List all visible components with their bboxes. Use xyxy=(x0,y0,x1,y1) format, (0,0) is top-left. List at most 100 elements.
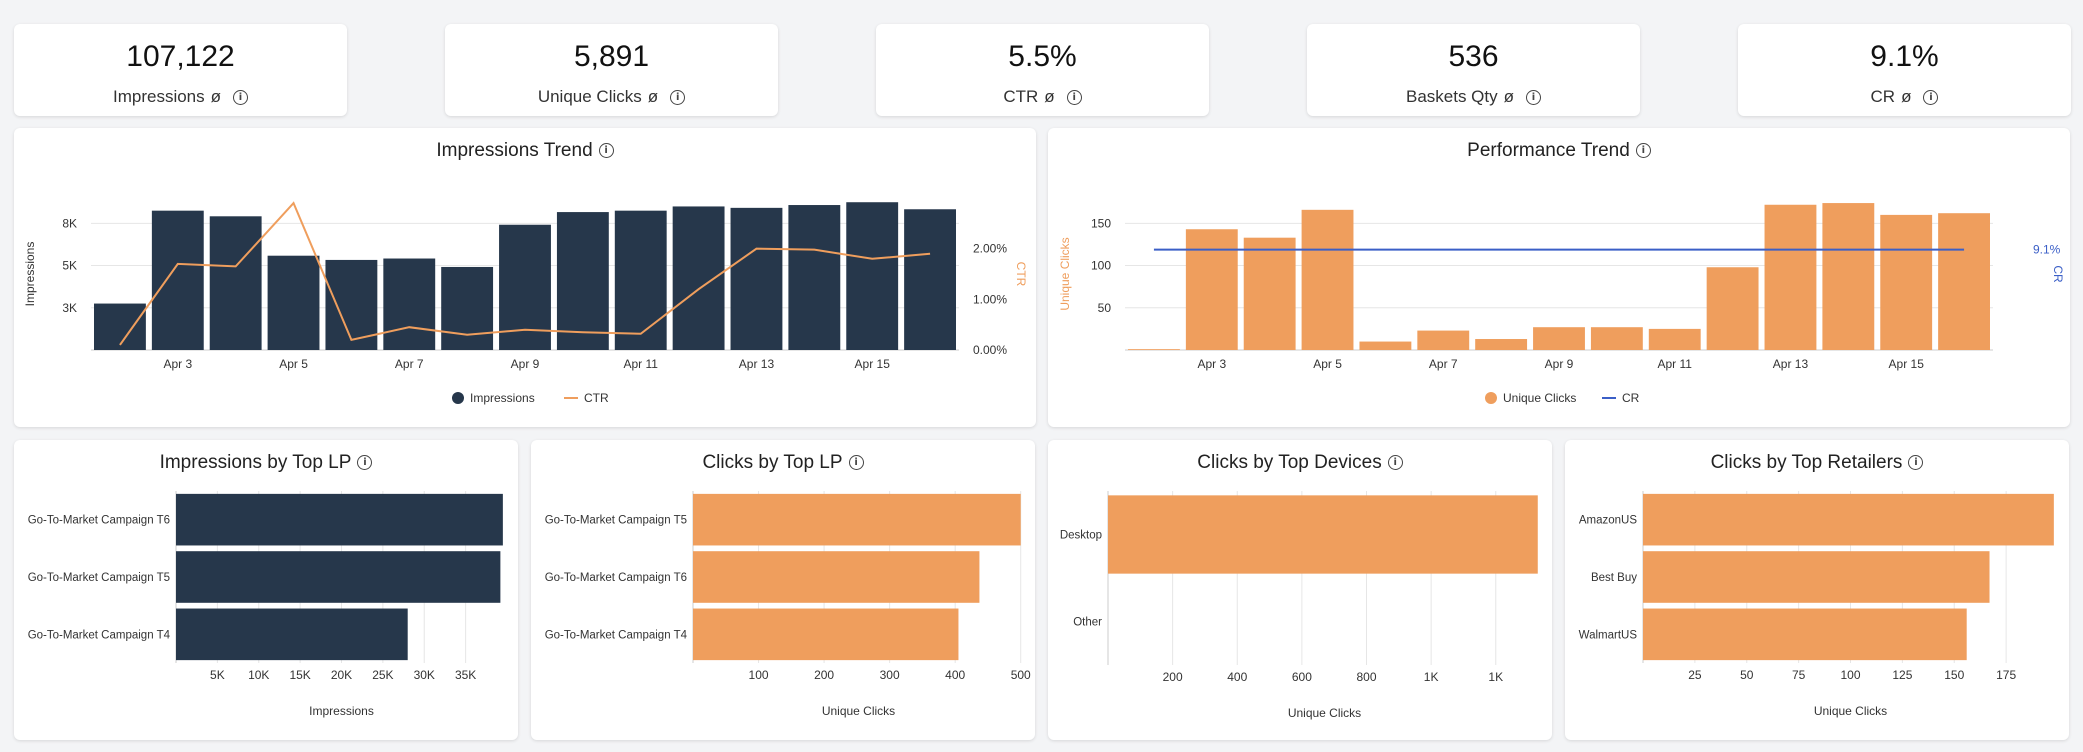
x-tick-label: Apr 15 xyxy=(855,357,891,371)
info-icon[interactable]: i xyxy=(1923,90,1939,106)
x-tick-label: Apr 5 xyxy=(279,357,308,371)
kpi-label-row: CTR ø i xyxy=(876,87,1209,107)
x-axis-label: Impressions xyxy=(309,704,374,718)
x-tick-label: Apr 7 xyxy=(1429,357,1458,371)
bar xyxy=(1108,495,1538,574)
bar xyxy=(1359,341,1412,350)
x-tick-label: Apr 9 xyxy=(1545,357,1574,371)
x-tick-label: 600 xyxy=(1292,670,1312,684)
performance-trend-chart: 50 100 150 Apr 3 Apr 5 Apr 7 Apr 9 Apr 11 Apr 13… xyxy=(1058,203,2065,405)
x-tick-label: 15K xyxy=(289,668,310,682)
bar xyxy=(1590,327,1643,350)
info-icon[interactable]: i xyxy=(233,90,249,106)
chart-title-row: Clicks by Top Devices i xyxy=(1048,452,1552,474)
info-icon[interactable]: i xyxy=(1526,90,1542,106)
bar xyxy=(383,258,436,350)
bar xyxy=(1185,229,1238,350)
category-label: Best Buy xyxy=(1591,572,1637,584)
info-icon[interactable]: i xyxy=(598,143,614,159)
bar xyxy=(614,210,667,350)
x-tick-label: 150 xyxy=(1944,668,1964,682)
bar xyxy=(693,551,980,603)
x-tick-label: Apr 15 xyxy=(1889,357,1925,371)
legend-marker xyxy=(1485,392,1497,404)
x-tick-label: 75 xyxy=(1792,668,1806,682)
bar xyxy=(209,216,262,350)
info-icon[interactable]: i xyxy=(1066,90,1082,106)
chart-title-row: Impressions Trend i xyxy=(14,140,1036,162)
clicks-by-top-devices-card: Clicks by Top Devices i 200 400 600 800 1K 1K D… xyxy=(1048,440,1552,740)
bar xyxy=(1417,330,1470,350)
x-tick-label: 100 xyxy=(749,668,769,682)
y-tick-label: 150 xyxy=(1091,216,1111,230)
x-tick-label: Apr 3 xyxy=(1197,357,1226,371)
x-tick-label: Apr 11 xyxy=(623,357,658,371)
category-label: Go-To-Market Campaign T5 xyxy=(545,515,687,527)
info-icon[interactable]: i xyxy=(670,90,686,106)
category-label: Desktop xyxy=(1060,530,1102,542)
x-tick-label: Apr 5 xyxy=(1313,357,1342,371)
kpi-symbol: ø xyxy=(1503,87,1515,106)
info-icon[interactable]: i xyxy=(357,455,373,471)
bar xyxy=(904,209,956,350)
kpi-label: Baskets Qty xyxy=(1405,87,1498,106)
y2-tick-label: 0.00% xyxy=(973,343,1007,357)
bar xyxy=(556,212,609,350)
kpi-label: Unique Clicks xyxy=(537,87,642,106)
x-tick-label: Apr 7 xyxy=(395,357,424,371)
bar xyxy=(1243,237,1296,350)
x-tick-label: 1K xyxy=(1424,670,1439,684)
kpi-symbol: ø xyxy=(1044,87,1055,106)
category-label: Other xyxy=(1073,617,1102,629)
clicks-by-top-lp-card: Clicks by Top LP i 100 200 300 400 500 Go-To-M… xyxy=(531,440,1035,740)
legend-label: Impressions xyxy=(470,391,535,405)
kpi-value: 9.1% xyxy=(1870,40,1939,73)
y-tick-label: 8K xyxy=(62,216,77,230)
x-tick-label: Apr 13 xyxy=(739,357,775,371)
bar xyxy=(846,202,899,350)
info-icon[interactable]: i xyxy=(1387,455,1403,471)
chart-title: Impressions by Top LP xyxy=(159,452,352,473)
chart-title: Clicks by Top LP xyxy=(702,452,843,473)
performance-trend-card: Performance Trend i 50 100 150 Apr 3 Apr 5 Apr… xyxy=(1048,128,2070,427)
category-label: Go-To-Market Campaign T6 xyxy=(28,515,170,527)
bar xyxy=(730,207,783,350)
x-tick-label: 400 xyxy=(945,668,965,682)
kpi-symbol: ø xyxy=(1901,87,1912,106)
kpi-value: 107,122 xyxy=(126,40,235,73)
info-icon[interactable]: i xyxy=(1635,143,1651,159)
y-axis-label: Unique Clicks xyxy=(1058,237,1072,310)
bar xyxy=(1822,203,1875,350)
legend-marker xyxy=(452,392,464,404)
x-tick-label: 5K xyxy=(210,668,225,682)
kpi-label-row: Baskets Qty ø i xyxy=(1307,87,1640,107)
kpi-label-row: Unique Clicks ø i xyxy=(445,87,778,107)
category-label: AmazonUS xyxy=(1579,515,1637,527)
info-icon[interactable]: i xyxy=(1908,455,1924,471)
bar xyxy=(788,205,841,350)
chart-title-row: Impressions by Top LP i xyxy=(14,452,518,474)
kpi-label-row: Impressions ø i xyxy=(14,87,347,107)
legend-label: CR xyxy=(1622,391,1640,405)
bar xyxy=(1128,349,1180,350)
chart-title: Clicks by Top Retailers xyxy=(1710,452,1903,473)
x-tick-label: 175 xyxy=(1996,668,2016,682)
bar xyxy=(1880,214,1933,350)
bar xyxy=(693,493,1021,546)
x-axis-label: Unique Clicks xyxy=(1288,706,1361,720)
bar xyxy=(176,608,408,661)
x-tick-label: 50 xyxy=(1740,668,1754,682)
kpi-label: CR xyxy=(1870,87,1896,106)
chart-title: Performance Trend xyxy=(1467,140,1630,161)
kpi-label-row: CR ø i xyxy=(1738,87,2071,107)
bar xyxy=(325,259,378,350)
info-icon[interactable]: i xyxy=(848,455,864,471)
x-tick-label: 200 xyxy=(814,668,834,682)
clicks-by-top-devices-chart: 200 400 600 800 1K 1K Desktop Other Unique Click… xyxy=(1060,491,1538,720)
x-tick-label: 25 xyxy=(1688,668,1702,682)
x-tick-label: 200 xyxy=(1163,670,1183,684)
kpi-card-baskets-qty: 536 Baskets Qty ø i xyxy=(1307,24,1640,116)
x-tick-label: 10K xyxy=(248,668,269,682)
bar xyxy=(1643,551,1990,603)
chart-title-row: Performance Trend i xyxy=(1048,140,2070,162)
